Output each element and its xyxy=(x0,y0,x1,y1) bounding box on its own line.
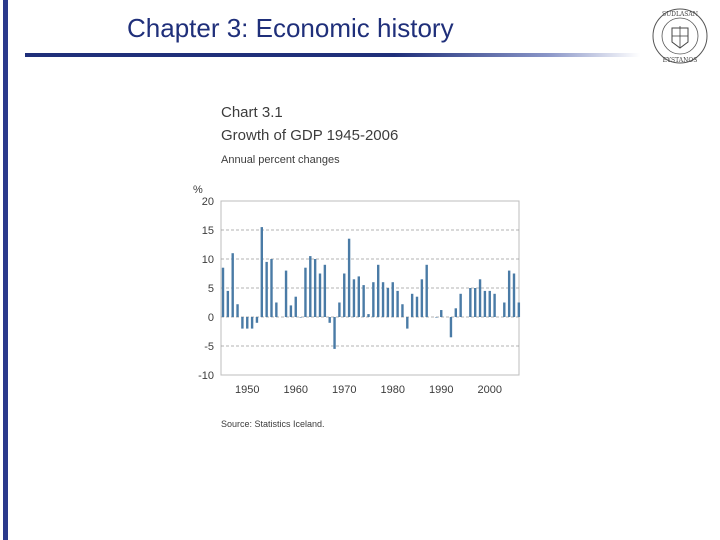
bar xyxy=(493,293,496,317)
x-tick-label: 1990 xyxy=(429,384,453,396)
bar xyxy=(449,317,453,338)
bar xyxy=(309,256,312,317)
bar xyxy=(386,288,390,317)
bar xyxy=(226,290,230,317)
chart-title: Chart 3.1 xyxy=(221,104,283,121)
y-tick-label: -5 xyxy=(204,341,214,353)
x-tick-label: 1970 xyxy=(332,384,356,396)
chart-subtitle: Growth of GDP 1945-2006 xyxy=(221,127,399,144)
svg-text:SUDLASAN: SUDLASAN xyxy=(662,11,698,18)
bar xyxy=(406,317,409,329)
bar xyxy=(391,282,394,317)
bar xyxy=(396,290,399,317)
bar xyxy=(415,296,419,317)
bar xyxy=(507,270,511,317)
bar xyxy=(372,282,375,317)
svg-text:EYSTANOS: EYSTANOS xyxy=(663,57,698,64)
bar xyxy=(503,302,506,317)
page-title: Chapter 3: Economic history xyxy=(127,13,454,43)
y-tick-label: 20 xyxy=(202,196,214,208)
y-tick-label: 10 xyxy=(202,254,214,266)
chart-source-note: Source: Statistics Iceland. xyxy=(221,419,325,429)
x-tick-label: 1950 xyxy=(235,384,259,396)
bar xyxy=(420,279,424,317)
bar xyxy=(255,317,259,323)
bar xyxy=(246,317,249,329)
bar xyxy=(241,317,244,329)
bar xyxy=(313,259,317,317)
bar xyxy=(488,290,491,317)
bar xyxy=(323,264,327,317)
bar xyxy=(236,304,239,317)
bar xyxy=(377,264,380,317)
bar xyxy=(265,261,268,317)
bar xyxy=(260,227,263,317)
bar xyxy=(367,314,370,317)
x-tick-label: 2000 xyxy=(478,384,502,396)
bar xyxy=(250,317,254,329)
y-tick-label: 5 xyxy=(208,283,214,295)
bar xyxy=(294,296,297,317)
bar xyxy=(270,259,273,317)
bar xyxy=(357,276,360,317)
university-seal-icon: SUDLASAN EYSTANOS xyxy=(652,8,708,64)
bar xyxy=(474,288,477,317)
bar xyxy=(401,304,404,317)
bar xyxy=(469,288,472,317)
bar xyxy=(347,238,351,317)
y-tick-label: -10 xyxy=(198,370,214,382)
bar xyxy=(440,310,443,317)
bar xyxy=(425,264,428,317)
y-axis-label: % xyxy=(193,184,203,196)
bar xyxy=(299,317,302,318)
bar xyxy=(221,267,225,317)
bar xyxy=(231,253,234,317)
bar xyxy=(459,293,462,317)
bar xyxy=(483,290,487,317)
bar xyxy=(352,279,356,317)
title-underline xyxy=(25,53,640,57)
bar xyxy=(275,302,278,317)
bar xyxy=(517,302,521,317)
bar xyxy=(343,273,346,317)
bar xyxy=(304,267,307,317)
bar xyxy=(454,308,457,317)
bar xyxy=(512,273,516,317)
bar xyxy=(435,317,438,318)
bar xyxy=(289,305,293,317)
chart-units-label: Annual percent changes xyxy=(221,154,340,166)
bar xyxy=(362,285,365,317)
bar xyxy=(381,282,385,317)
bar xyxy=(410,293,414,317)
y-tick-label: 0 xyxy=(208,312,214,324)
y-tick-label: 15 xyxy=(202,225,214,237)
x-tick-label: 1960 xyxy=(284,384,308,396)
x-tick-label: 1980 xyxy=(381,384,405,396)
bar xyxy=(333,317,336,349)
left-edge-rule xyxy=(3,0,8,540)
bar xyxy=(328,317,331,323)
bar xyxy=(284,270,288,317)
bar xyxy=(478,279,482,317)
bar xyxy=(318,273,322,317)
bar xyxy=(338,302,341,317)
